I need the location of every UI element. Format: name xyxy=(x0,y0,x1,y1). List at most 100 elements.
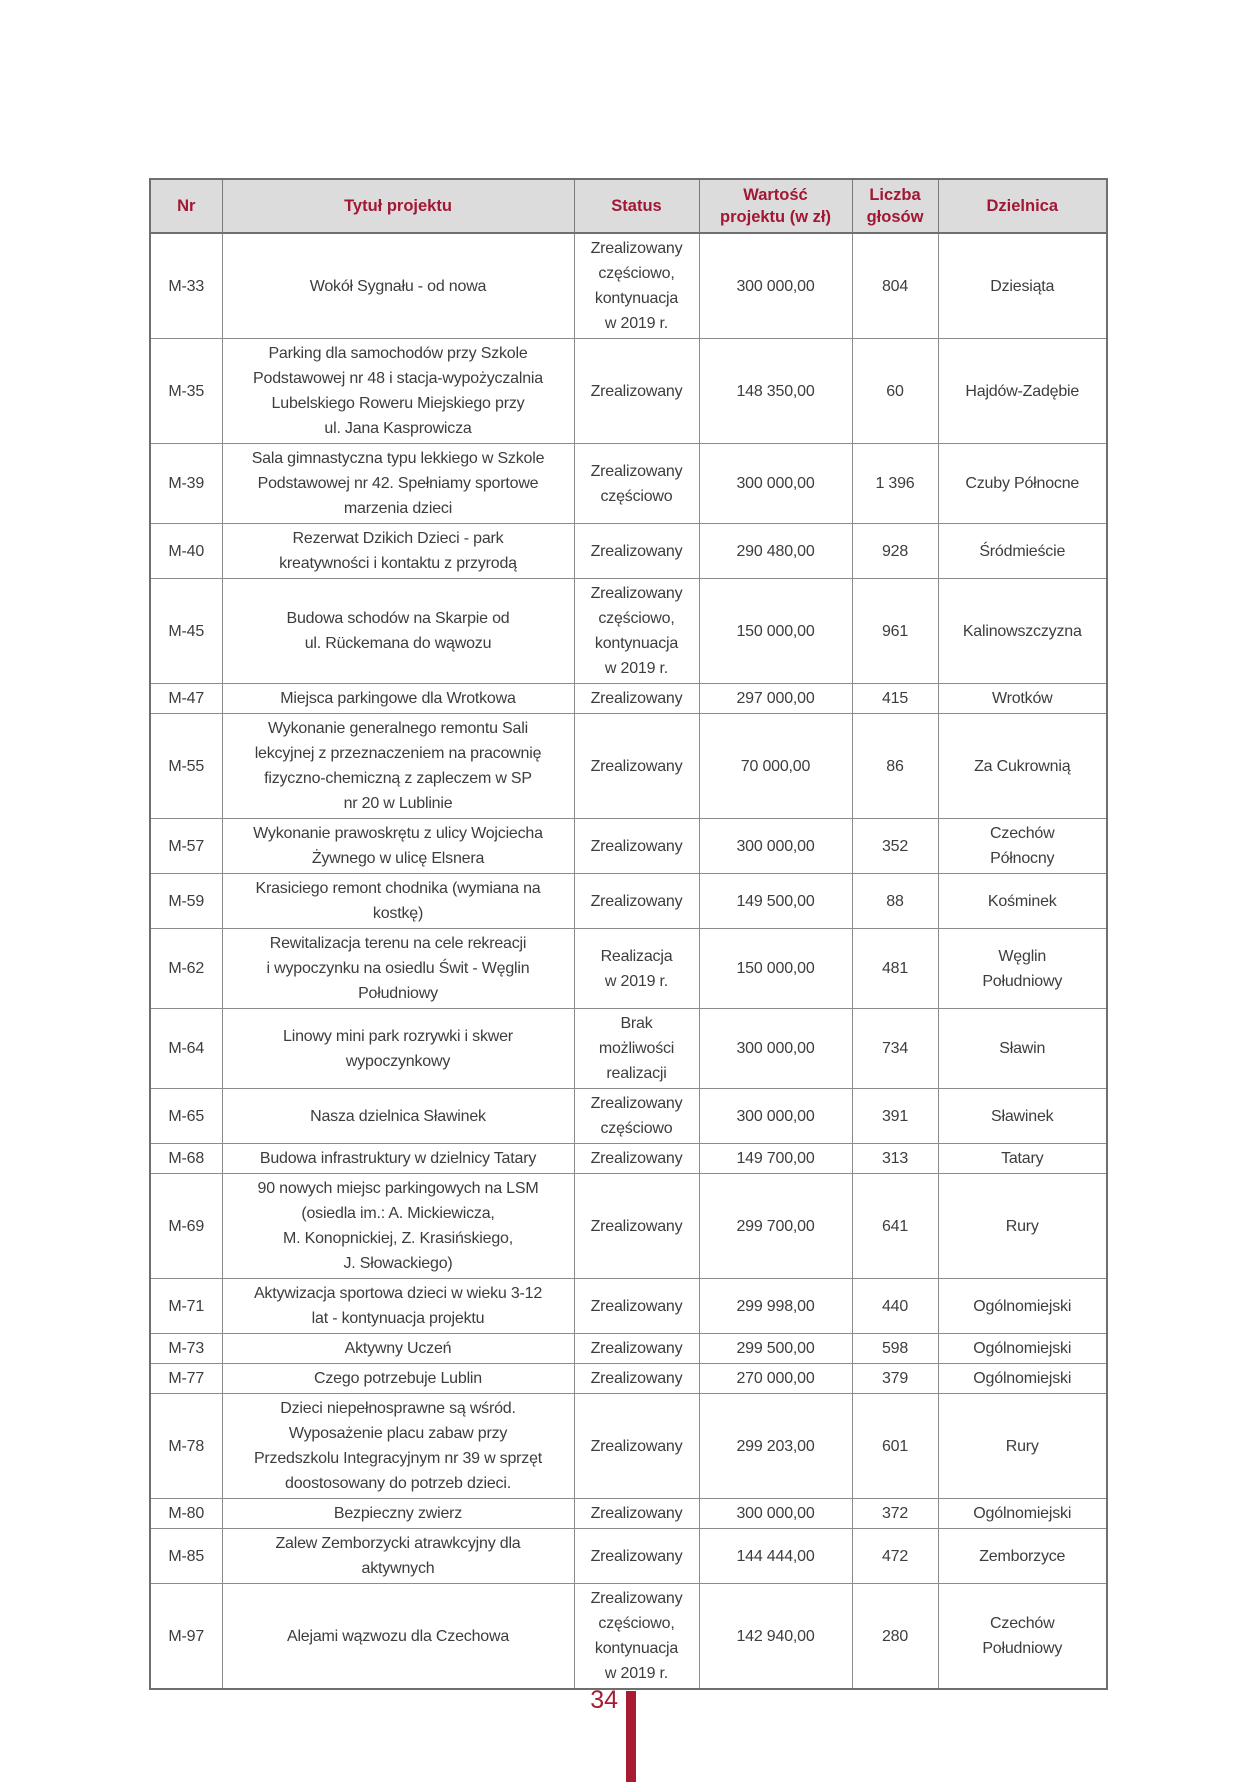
cell-votes: 804 xyxy=(851,232,939,339)
table-row: M-39 Sala gimnastyczna typu lekkiego w Sz… xyxy=(149,443,1108,524)
cell-value: 299 998,00 xyxy=(698,1278,853,1334)
cell-nr: M-45 xyxy=(149,578,223,684)
cell-votes: 598 xyxy=(851,1333,939,1364)
table-row: M-69 90 nowych miejsc parkingowych na LSM… xyxy=(149,1173,1108,1279)
cell-status: Zrealizowany xyxy=(573,1333,700,1364)
cell-district: Czechów Południowy xyxy=(937,1583,1108,1690)
table-body: M-33 Wokół Sygnału - od nowa Zrealizowany … xyxy=(149,232,1108,1690)
col-header-votes: Liczba głosów xyxy=(851,178,939,234)
cell-nr: M-97 xyxy=(149,1583,223,1690)
cell-title: Czego potrzebuje Lublin xyxy=(221,1363,575,1394)
cell-value: 299 203,00 xyxy=(698,1393,853,1499)
cell-title: Wykonanie generalnego remontu Sali lekcy… xyxy=(221,713,575,819)
cell-nr: M-39 xyxy=(149,443,223,524)
table-row: M-80 Bezpieczny zwierz Zrealizowany 300 000… xyxy=(149,1498,1108,1529)
cell-nr: M-64 xyxy=(149,1008,223,1089)
cell-nr: M-59 xyxy=(149,873,223,929)
cell-status: Zrealizowany xyxy=(573,1498,700,1529)
cell-nr: M-80 xyxy=(149,1498,223,1529)
cell-value: 142 940,00 xyxy=(698,1583,853,1690)
cell-votes: 440 xyxy=(851,1278,939,1334)
table-row: M-71 Aktywizacja sportowa dzieci w wieku … xyxy=(149,1278,1108,1334)
page-number: 34 xyxy=(590,1686,618,1714)
table-row: M-40 Rezerwat Dzikich Dzieci - park kreat… xyxy=(149,523,1108,579)
cell-votes: 391 xyxy=(851,1088,939,1144)
cell-nr: M-55 xyxy=(149,713,223,819)
cell-district: Ogólnomiejski xyxy=(937,1333,1108,1364)
table-row: M-78 Dzieci niepełnosprawne są wśród. Wyp… xyxy=(149,1393,1108,1499)
col-header-title: Tytuł projektu xyxy=(221,178,575,234)
cell-status: Zrealizowany xyxy=(573,1393,700,1499)
cell-value: 150 000,00 xyxy=(698,928,853,1009)
cell-votes: 415 xyxy=(851,683,939,714)
cell-nr: M-57 xyxy=(149,818,223,874)
cell-value: 299 700,00 xyxy=(698,1173,853,1279)
cell-title: Zalew Zemborzycki atrawkcyjny dla aktywn… xyxy=(221,1528,575,1584)
cell-district: Rury xyxy=(937,1393,1108,1499)
cell-district: Sławin xyxy=(937,1008,1108,1089)
table-row: M-85 Zalew Zemborzycki atrawkcyjny dla ak… xyxy=(149,1528,1108,1584)
cell-title: Rewitalizacja terenu na cele rekreacji i… xyxy=(221,928,575,1009)
cell-status: Zrealizowany częściowo, kontynuacja w 20… xyxy=(573,578,700,684)
col-header-district: Dzielnica xyxy=(937,178,1108,234)
cell-nr: M-73 xyxy=(149,1333,223,1364)
cell-votes: 88 xyxy=(851,873,939,929)
cell-district: Ogólnomiejski xyxy=(937,1278,1108,1334)
cell-value: 70 000,00 xyxy=(698,713,853,819)
cell-value: 290 480,00 xyxy=(698,523,853,579)
cell-status: Zrealizowany xyxy=(573,1528,700,1584)
cell-status: Zrealizowany xyxy=(573,713,700,819)
cell-nr: M-78 xyxy=(149,1393,223,1499)
cell-nr: M-71 xyxy=(149,1278,223,1334)
cell-value: 149 700,00 xyxy=(698,1143,853,1174)
cell-votes: 379 xyxy=(851,1363,939,1394)
cell-value: 300 000,00 xyxy=(698,232,853,339)
cell-title: Linowy mini park rozrywki i skwer wypocz… xyxy=(221,1008,575,1089)
cell-status: Zrealizowany częściowo, kontynuacja w 20… xyxy=(573,232,700,339)
cell-district: Za Cukrownią xyxy=(937,713,1108,819)
cell-status: Zrealizowany częściowo, kontynuacja w 20… xyxy=(573,1583,700,1690)
cell-status: Zrealizowany xyxy=(573,1363,700,1394)
cell-votes: 86 xyxy=(851,713,939,819)
col-header-nr: Nr xyxy=(149,178,223,234)
cell-nr: M-69 xyxy=(149,1173,223,1279)
cell-value: 300 000,00 xyxy=(698,818,853,874)
cell-value: 149 500,00 xyxy=(698,873,853,929)
cell-title: Rezerwat Dzikich Dzieci - park kreatywno… xyxy=(221,523,575,579)
cell-title: Wykonanie prawoskrętu z ulicy Wojciecha … xyxy=(221,818,575,874)
projects-table: Nr Tytuł projektu Status Wartość projekt… xyxy=(149,178,1108,1690)
cell-nr: M-68 xyxy=(149,1143,223,1174)
cell-title: Nasza dzielnica Sławinek xyxy=(221,1088,575,1144)
table-row: M-45 Budowa schodów na Skarpie od ul. Rüc… xyxy=(149,578,1108,684)
table-header-row: Nr Tytuł projektu Status Wartość projekt… xyxy=(149,178,1108,234)
cell-status: Zrealizowany xyxy=(573,873,700,929)
cell-status: Brak możliwości realizacji xyxy=(573,1008,700,1089)
cell-district: Dziesiąta xyxy=(937,232,1108,339)
table-row: M-77 Czego potrzebuje Lublin Zrealizowany 2… xyxy=(149,1363,1108,1394)
cell-status: Zrealizowany częściowo xyxy=(573,443,700,524)
cell-value: 300 000,00 xyxy=(698,1008,853,1089)
cell-district: Zemborzyce xyxy=(937,1528,1108,1584)
cell-votes: 641 xyxy=(851,1173,939,1279)
cell-district: Hajdów-Zadębie xyxy=(937,338,1108,444)
cell-status: Zrealizowany częściowo xyxy=(573,1088,700,1144)
cell-title: Budowa infrastruktury w dzielnicy Tatary xyxy=(221,1143,575,1174)
cell-title: Krasiciego remont chodnika (wymiana na k… xyxy=(221,873,575,929)
cell-title: 90 nowych miejsc parkingowych na LSM (os… xyxy=(221,1173,575,1279)
cell-value: 300 000,00 xyxy=(698,443,853,524)
cell-status: Zrealizowany xyxy=(573,683,700,714)
cell-district: Kalinowszczyzna xyxy=(937,578,1108,684)
table-row: M-55 Wykonanie generalnego remontu Sali l… xyxy=(149,713,1108,819)
table-row: M-33 Wokół Sygnału - od nowa Zrealizowany … xyxy=(149,232,1108,339)
cell-nr: M-47 xyxy=(149,683,223,714)
cell-district: Ogólnomiejski xyxy=(937,1363,1108,1394)
cell-district: Wrotków xyxy=(937,683,1108,714)
table-row: M-73 Aktywny Uczeń Zrealizowany 299 500,00 5… xyxy=(149,1333,1108,1364)
cell-votes: 280 xyxy=(851,1583,939,1690)
cell-votes: 734 xyxy=(851,1008,939,1089)
cell-title: Miejsca parkingowe dla Wrotkowa xyxy=(221,683,575,714)
col-header-status: Status xyxy=(573,178,700,234)
cell-votes: 372 xyxy=(851,1498,939,1529)
cell-nr: M-85 xyxy=(149,1528,223,1584)
